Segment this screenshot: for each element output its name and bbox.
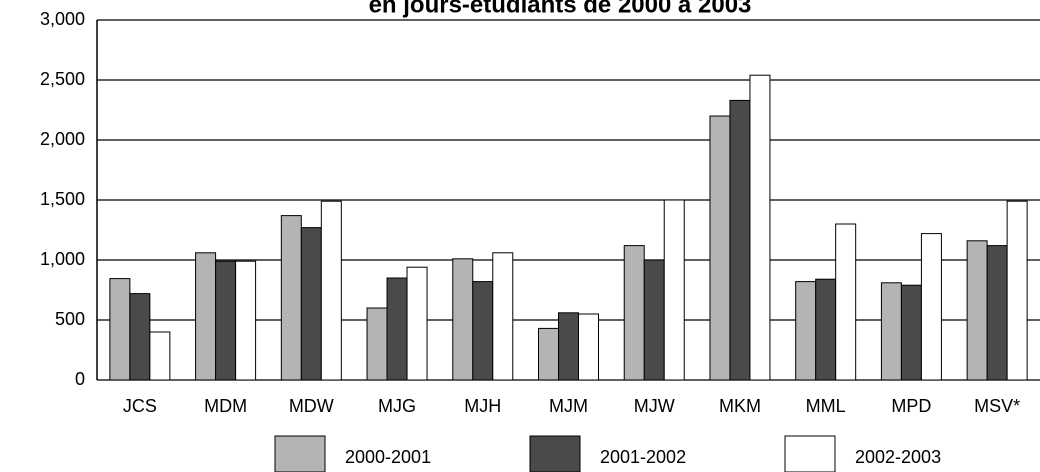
- y-tick-label: 3,000: [40, 9, 85, 29]
- bar: [215, 260, 237, 381]
- bar: [663, 199, 685, 381]
- legend-label: 2001-2002: [600, 447, 686, 467]
- bar: [538, 327, 559, 381]
- bar: [492, 252, 514, 381]
- bar: [966, 240, 988, 381]
- bar: [280, 215, 302, 381]
- y-tick-label: 1,000: [40, 249, 85, 269]
- bar: [986, 245, 1008, 381]
- bar: [835, 223, 857, 381]
- x-tick-label: MSV*: [974, 396, 1020, 416]
- x-tick-label: MJM: [549, 396, 588, 416]
- bar: [749, 74, 771, 381]
- y-tick-label: 500: [55, 309, 85, 329]
- x-tick-label: MJW: [634, 396, 675, 416]
- bar: [795, 281, 817, 381]
- bar: [235, 260, 257, 381]
- legend-swatch: [529, 435, 581, 472]
- chart-title: en jours-étudiants de 2000 à 2003: [369, 0, 752, 18]
- bar: [129, 293, 151, 381]
- bar: [729, 99, 751, 381]
- x-tick-label: MML: [806, 396, 846, 416]
- legend-label: 2002-2003: [855, 447, 941, 467]
- bar: [195, 252, 217, 381]
- bar: [920, 233, 942, 381]
- bar: [880, 282, 902, 381]
- bar: [643, 259, 665, 381]
- bar: [452, 258, 474, 381]
- bar: [386, 277, 408, 381]
- bar: [366, 307, 388, 381]
- legend-label: 2000-2001: [345, 447, 431, 467]
- bar: [578, 313, 599, 381]
- bar: [149, 331, 171, 381]
- bar: [558, 312, 579, 381]
- y-tick-label: 0: [75, 369, 85, 389]
- bar: [320, 200, 342, 381]
- x-tick-label: MPD: [891, 396, 931, 416]
- bar: [900, 284, 922, 381]
- bar: [815, 278, 837, 381]
- x-tick-label: MJG: [378, 396, 416, 416]
- bar: [1006, 200, 1028, 381]
- x-tick-label: MDM: [204, 396, 247, 416]
- bar: [109, 278, 131, 381]
- y-tick-label: 2,000: [40, 129, 85, 149]
- legend-swatch: [274, 435, 326, 472]
- bar: [623, 245, 645, 381]
- y-tick-label: 1,500: [40, 189, 85, 209]
- y-tick-label: 2,500: [40, 69, 85, 89]
- x-tick-label: JCS: [123, 396, 157, 416]
- bar: [472, 281, 494, 381]
- x-tick-label: MKM: [719, 396, 761, 416]
- bar: [709, 115, 731, 381]
- x-tick-label: MDW: [289, 396, 334, 416]
- x-tick-label: MJH: [464, 396, 501, 416]
- legend-swatch: [784, 435, 836, 472]
- bar: [406, 266, 428, 381]
- bar: [300, 227, 322, 381]
